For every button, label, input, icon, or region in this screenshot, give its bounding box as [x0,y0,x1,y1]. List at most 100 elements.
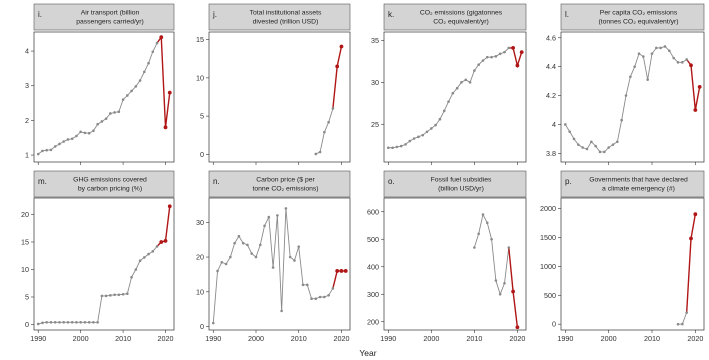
data-point [519,50,524,55]
data-point [572,137,576,141]
data-point [211,321,215,325]
data-point [425,130,429,134]
data-point [442,109,446,113]
data-point [284,207,288,210]
series-line-historic [37,42,158,155]
panel-frame [33,31,175,163]
series-line-recent [332,270,346,289]
panel-frame [560,31,705,163]
x-tick-label: 1990 [205,334,221,343]
data-point [271,266,275,269]
data-point [62,321,65,324]
panel-letter: k. [388,10,394,19]
data-point [633,65,636,68]
data-point [511,46,515,50]
data-point [233,241,236,245]
data-point [391,146,394,150]
panel-strip [208,3,351,31]
data-point [611,143,615,146]
panel-o: o. Fossil fuel subsidies (billion USD/yr) 2… [367,170,527,343]
data-point [254,255,258,259]
data-point [507,246,511,249]
panel-strip [33,170,175,198]
y-tick-label: 200 [367,317,379,326]
data-point [515,63,520,68]
data-point [66,321,70,324]
data-point [689,63,693,68]
y-tick-label: 3.8 [546,149,556,158]
panel-frame [383,197,527,331]
y-tick-label: 5 [25,293,29,302]
data-point [147,252,150,256]
panel-letter: i. [38,10,42,19]
y-tick-label: 300 [367,290,379,299]
data-point [655,46,658,50]
data-point [511,289,515,294]
data-point [685,311,688,314]
data-point [603,150,606,154]
data-point [66,138,70,141]
data-point [297,245,301,248]
data-point [138,259,142,263]
data-point [697,84,702,89]
data-point [216,269,219,273]
y-tick-label: 4 [552,120,556,129]
data-point [263,224,266,228]
panel-frame [208,31,351,163]
data-point [417,135,420,139]
data-point [343,269,348,273]
data-point [113,293,116,297]
data-point [387,146,390,150]
x-tick-label: 2020 [509,334,525,343]
data-point [45,321,49,324]
data-point [318,295,322,299]
data-point [109,112,112,115]
data-point [590,140,593,144]
data-point [646,78,649,81]
panel-strip [33,3,175,31]
data-point [498,292,502,296]
data-point [87,321,91,324]
data-point [412,137,416,140]
y-tick-label: 2 [25,116,29,125]
data-point [92,321,95,324]
data-point [327,293,330,297]
y-tick-label: 15 [21,238,29,247]
data-point [689,236,693,241]
y-tick-label: 500 [367,235,379,244]
panel-title-line: Total institutional assets [250,10,322,17]
data-point [250,252,254,255]
data-point [163,239,168,243]
data-point [568,130,571,133]
panel-title-line: a climate emergency (#) [602,186,675,193]
data-point [327,120,330,124]
data-point [650,52,654,55]
series-line-historic [212,208,334,324]
panel-title-line: Per capita CO₂ emissions [600,10,678,17]
data-point [515,325,520,330]
x-tick-label: 1990 [30,334,46,343]
y-tick-label: 3 [25,81,29,90]
data-point [430,127,433,130]
data-point [494,279,498,282]
data-point [620,118,623,122]
x-tick-label: 2010 [466,334,482,343]
data-point [36,322,40,326]
data-point [663,45,667,48]
data-point [121,292,125,296]
panel-title-line: CO₂ emissions (gigatonnes [420,10,503,17]
data-point [96,321,99,324]
data-point [305,283,309,287]
y-tick-label: 5 [200,112,204,121]
data-point [685,58,688,61]
data-point [246,243,249,247]
panel-strip [560,170,705,198]
data-point [143,70,146,74]
data-point [100,120,104,123]
data-point [668,49,671,53]
x-tick-label: 2000 [601,334,617,343]
data-point [477,63,480,67]
data-point [399,144,403,148]
panel-strip [208,170,351,198]
